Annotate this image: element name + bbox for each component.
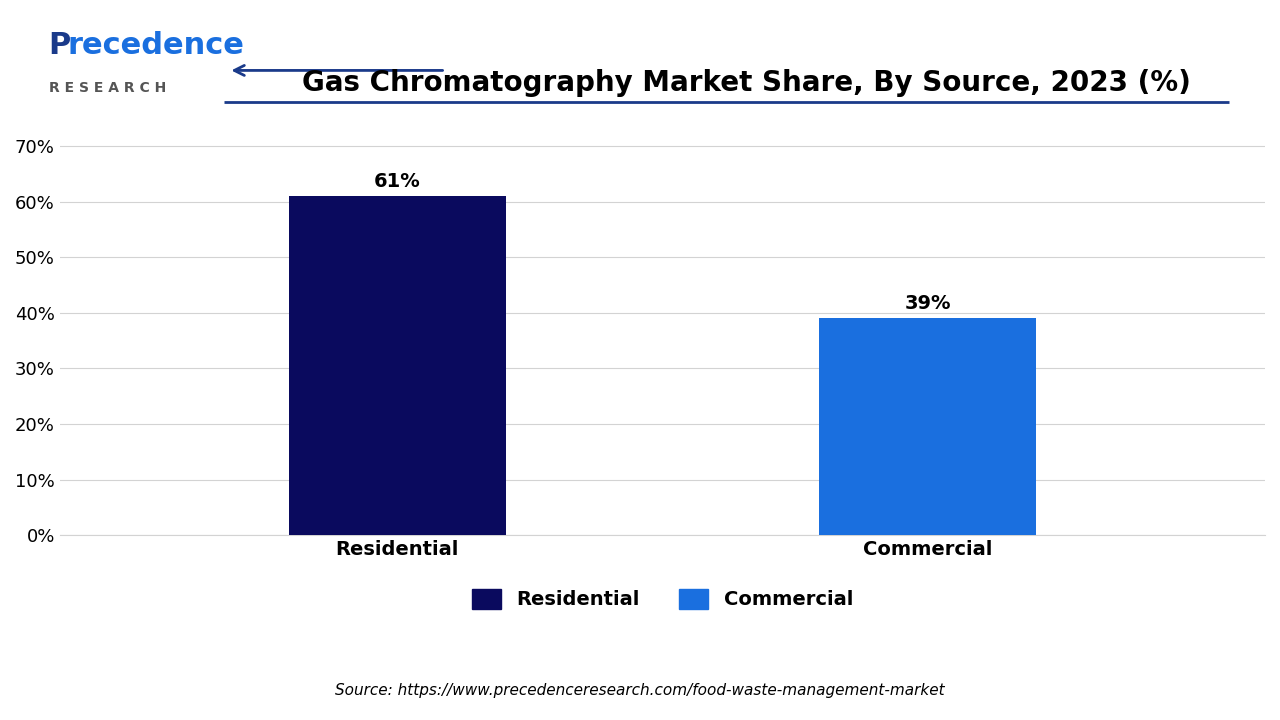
Legend: Residential, Commercial: Residential, Commercial	[465, 581, 860, 617]
Text: R E S E A R C H: R E S E A R C H	[49, 81, 166, 95]
Text: recedence: recedence	[68, 31, 244, 60]
Title: Gas Chromatography Market Share, By Source, 2023 (%): Gas Chromatography Market Share, By Sour…	[302, 68, 1192, 96]
Text: 61%: 61%	[374, 171, 421, 191]
Bar	[289, 196, 506, 535]
Text: 39%: 39%	[904, 294, 951, 313]
Bar	[819, 318, 1036, 535]
Text: P: P	[49, 31, 70, 60]
Text: Source: https://www.precedenceresearch.com/food-waste-management-market: Source: https://www.precedenceresearch.c…	[335, 683, 945, 698]
